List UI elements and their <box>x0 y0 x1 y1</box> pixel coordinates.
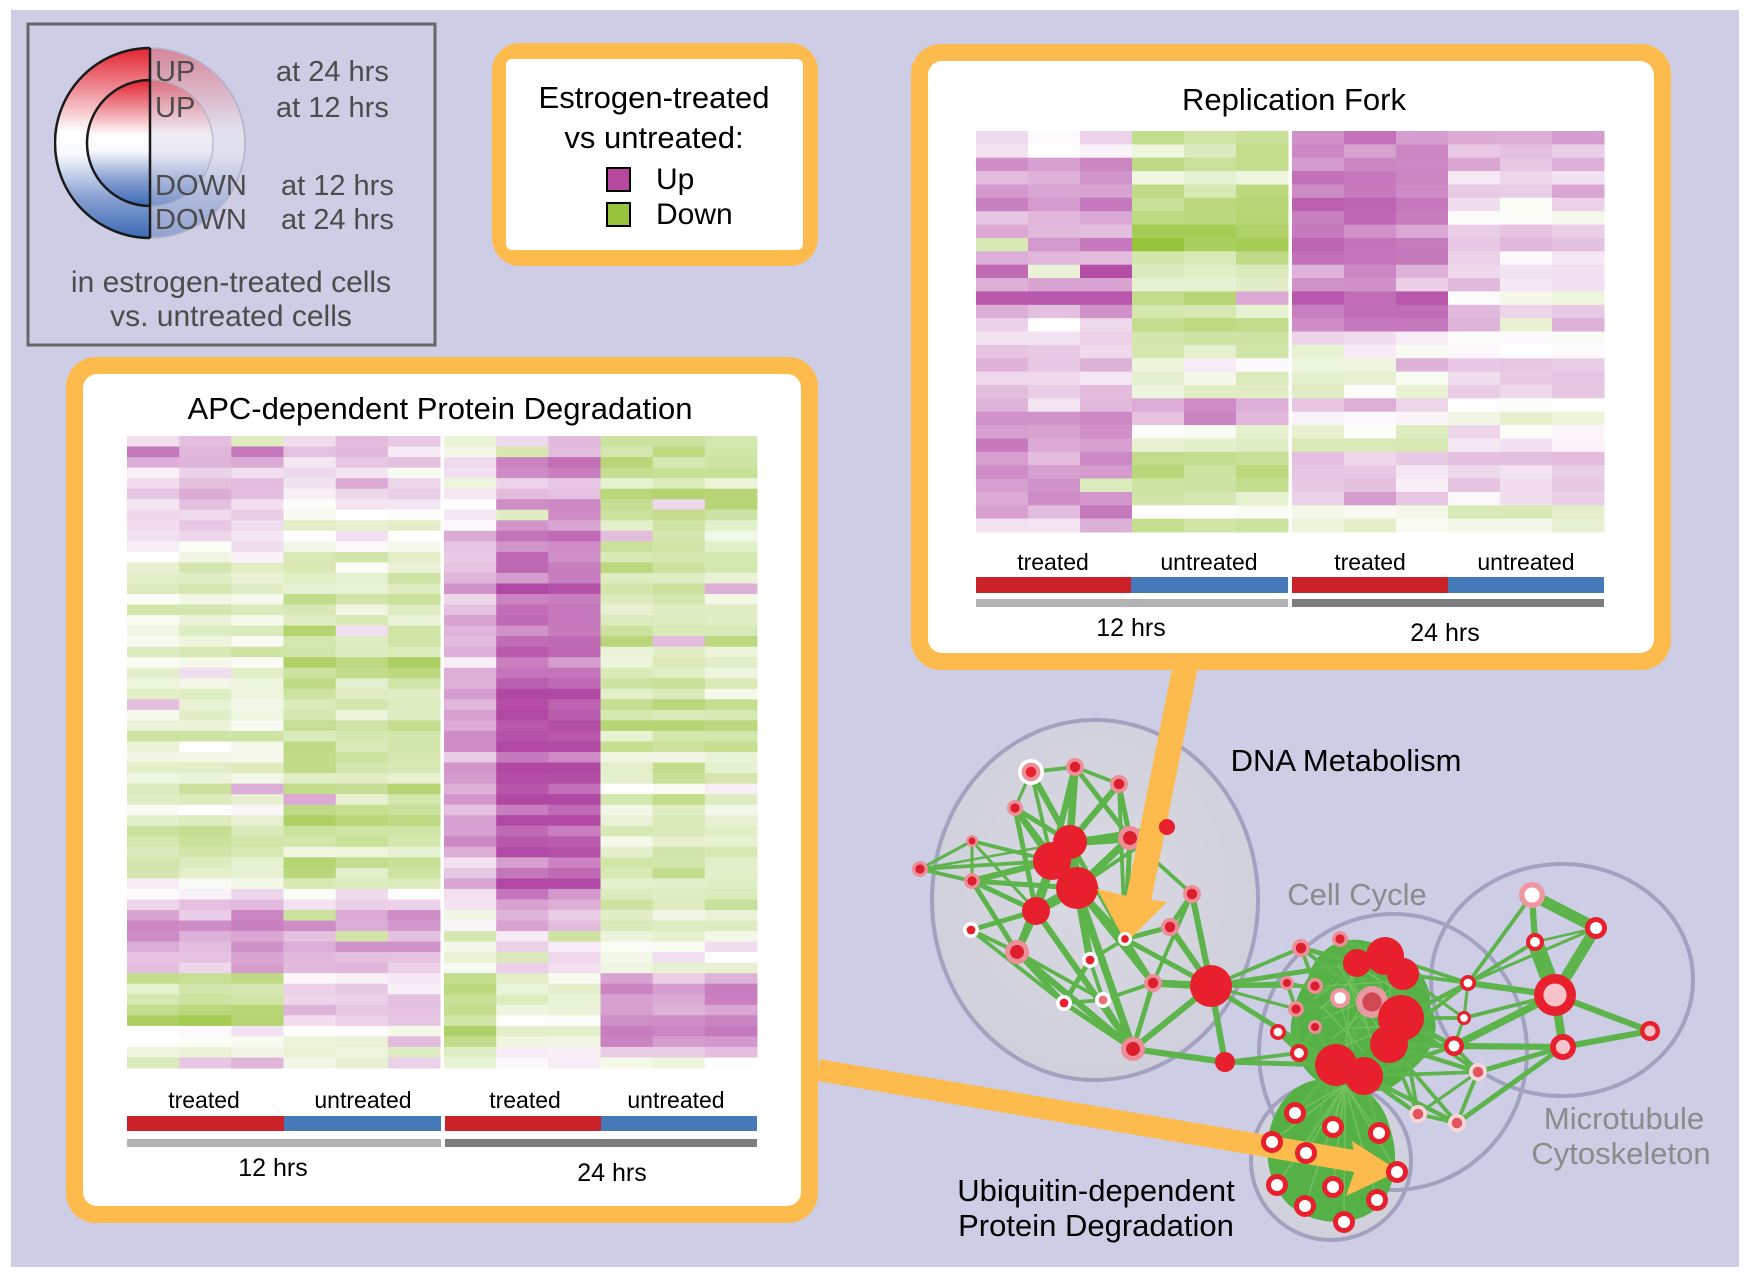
svg-text:Up: Up <box>656 163 694 196</box>
svg-text:untreated: untreated <box>314 1087 411 1113</box>
svg-text:treated: treated <box>1017 549 1089 575</box>
svg-text:at 12 hrs: at 12 hrs <box>281 170 394 202</box>
svg-text:treated: treated <box>1334 549 1406 575</box>
svg-text:Microtubule: Microtubule <box>1544 1101 1704 1136</box>
svg-text:at 24 hrs: at 24 hrs <box>276 56 389 88</box>
svg-text:vs. untreated cells: vs. untreated cells <box>110 300 352 333</box>
svg-text:24 hrs: 24 hrs <box>577 1159 646 1187</box>
svg-text:Down: Down <box>656 198 733 231</box>
svg-text:Estrogen-treated: Estrogen-treated <box>539 80 770 115</box>
svg-text:12 hrs: 12 hrs <box>1096 614 1165 642</box>
svg-text:Protein Degradation: Protein Degradation <box>958 1208 1234 1243</box>
svg-text:APC-dependent Protein Degradat: APC-dependent Protein Degradation <box>188 391 693 426</box>
svg-text:treated: treated <box>489 1087 561 1113</box>
svg-text:UP: UP <box>155 92 195 124</box>
svg-text:Cytoskeleton: Cytoskeleton <box>1531 1136 1710 1171</box>
svg-text:untreated: untreated <box>1160 549 1257 575</box>
svg-text:Ubiquitin-dependent: Ubiquitin-dependent <box>957 1173 1235 1208</box>
svg-text:untreated: untreated <box>627 1087 724 1113</box>
svg-text:at 24 hrs: at 24 hrs <box>281 204 394 236</box>
svg-text:12 hrs: 12 hrs <box>238 1154 307 1182</box>
svg-text:DNA Metabolism: DNA Metabolism <box>1231 743 1462 778</box>
svg-text:treated: treated <box>168 1087 240 1113</box>
svg-text:DOWN: DOWN <box>155 170 247 202</box>
svg-text:at 12 hrs: at 12 hrs <box>276 92 389 124</box>
svg-text:in estrogen-treated cells: in estrogen-treated cells <box>71 266 391 299</box>
svg-text:Cell Cycle: Cell Cycle <box>1287 877 1427 912</box>
svg-text:UP: UP <box>155 56 195 88</box>
svg-text:vs untreated:: vs untreated: <box>564 120 743 155</box>
svg-text:Replication Fork: Replication Fork <box>1182 82 1406 117</box>
svg-text:24 hrs: 24 hrs <box>1410 619 1479 647</box>
svg-text:DOWN: DOWN <box>155 204 247 236</box>
svg-text:untreated: untreated <box>1477 549 1574 575</box>
